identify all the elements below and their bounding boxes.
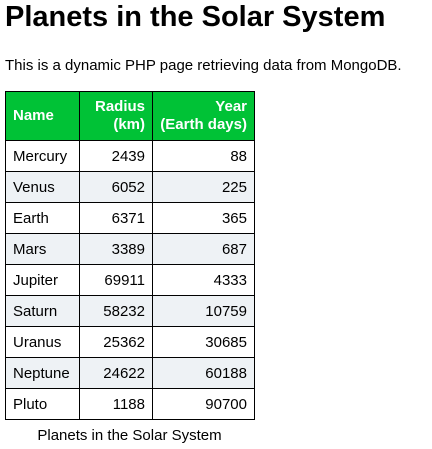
column-header-year: Year (Earth days): [152, 91, 255, 141]
cell-radius: 24622: [79, 357, 153, 389]
cell-name: Earth: [5, 202, 80, 234]
table-header-row: Name Radius (km) Year (Earth days): [5, 91, 255, 141]
cell-name: Saturn: [5, 295, 80, 327]
cell-radius: 1188: [79, 388, 153, 420]
cell-name: Pluto: [5, 388, 80, 420]
cell-year: 90700: [152, 388, 255, 420]
cell-name: Mars: [5, 233, 80, 265]
cell-year: 225: [152, 171, 255, 203]
column-header-name: Name: [5, 91, 80, 141]
table-header: Name Radius (km) Year (Earth days): [5, 91, 255, 141]
table-caption: Planets in the Solar System: [37, 427, 222, 444]
cell-radius: 25362: [79, 326, 153, 358]
cell-year: 30685: [152, 326, 255, 358]
table-row: Mars 3389 687: [5, 233, 255, 265]
column-header-radius: Radius (km): [79, 91, 153, 141]
table-row: Venus 6052 225: [5, 171, 255, 203]
cell-year: 60188: [152, 357, 255, 389]
table-row: Pluto 1188 90700: [5, 388, 255, 420]
cell-name: Neptune: [5, 357, 80, 389]
cell-radius: 58232: [79, 295, 153, 327]
column-header-year-unit: (Earth days): [160, 116, 247, 133]
table-row: Earth 6371 365: [5, 202, 255, 234]
page-title: Planets in the Solar System: [5, 1, 386, 33]
column-header-year-label: Year: [215, 98, 247, 115]
table-row: Saturn 58232 10759: [5, 295, 255, 327]
planets-table: Name Radius (km) Year (Earth days) Mercu…: [5, 91, 255, 420]
intro-text: This is a dynamic PHP page retrieving da…: [5, 57, 402, 74]
table-row: Neptune 24622 60188: [5, 357, 255, 389]
cell-year: 10759: [152, 295, 255, 327]
table-row: Jupiter 69911 4333: [5, 264, 255, 296]
cell-year: 88: [152, 140, 255, 172]
cell-name: Jupiter: [5, 264, 80, 296]
cell-name: Venus: [5, 171, 80, 203]
cell-year: 4333: [152, 264, 255, 296]
cell-name: Mercury: [5, 140, 80, 172]
cell-radius: 6371: [79, 202, 153, 234]
column-header-radius-unit: (km): [113, 116, 145, 133]
column-header-name-label: Name: [13, 107, 54, 124]
cell-name: Uranus: [5, 326, 80, 358]
table-body: Mercury 2439 88 Venus 6052 225 Earth 637…: [5, 140, 255, 420]
table-row: Uranus 25362 30685: [5, 326, 255, 358]
cell-year: 365: [152, 202, 255, 234]
cell-radius: 2439: [79, 140, 153, 172]
cell-radius: 6052: [79, 171, 153, 203]
column-header-radius-label: Radius: [94, 98, 145, 115]
cell-year: 687: [152, 233, 255, 265]
table-row: Mercury 2439 88: [5, 140, 255, 172]
cell-radius: 69911: [79, 264, 153, 296]
cell-radius: 3389: [79, 233, 153, 265]
